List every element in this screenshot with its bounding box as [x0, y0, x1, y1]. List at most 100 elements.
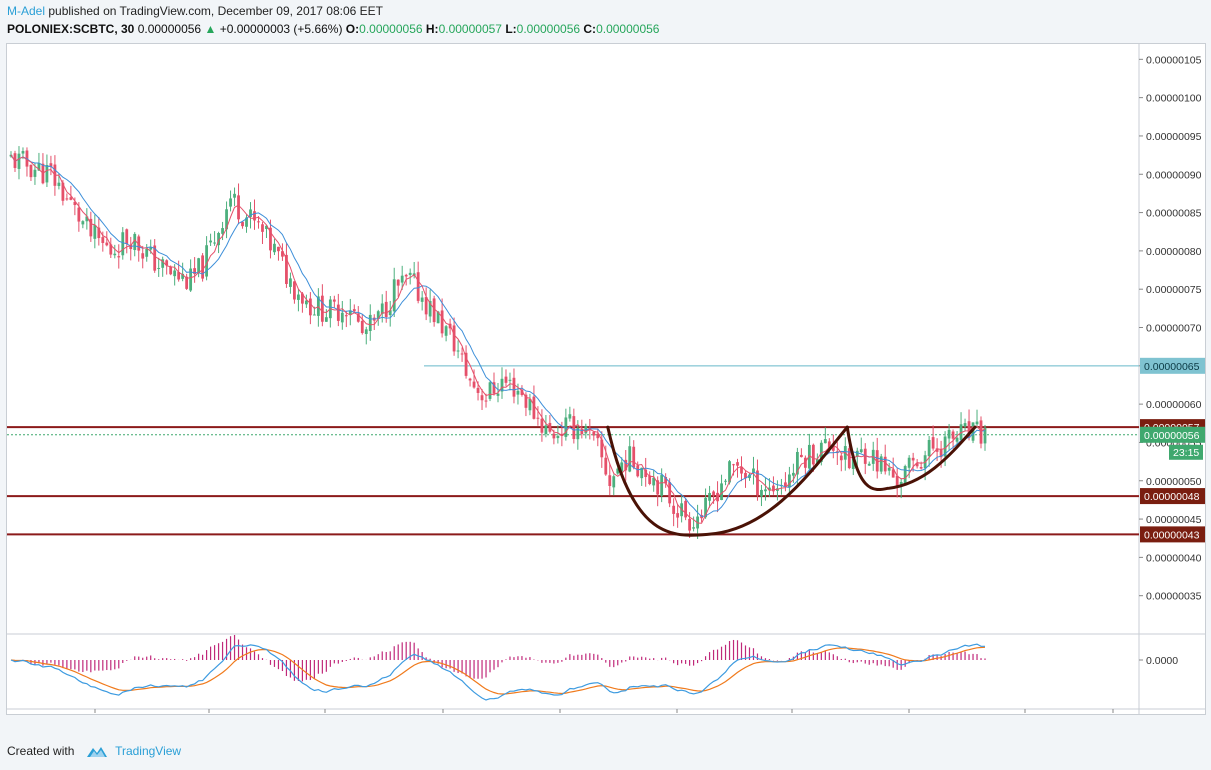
candle-body: [97, 227, 101, 239]
symbol-label: POLONIEX:SCBTC, 30: [7, 22, 135, 36]
candle-body: [308, 298, 312, 316]
chart-area[interactable]: 0.00000035 0.00000040 0.00000045 0.00000050…: [6, 43, 1206, 715]
price-chart[interactable]: 0.00000035 0.00000040 0.00000045 0.00000050…: [7, 44, 1205, 714]
candle-body: [189, 268, 193, 291]
candle-body: [664, 476, 668, 484]
candle-body: [827, 441, 831, 449]
candle-body: [612, 476, 616, 488]
tradingview-brand[interactable]: TradingView: [115, 744, 182, 758]
candle-body: [811, 444, 815, 465]
candle-body: [784, 482, 787, 487]
candle-body: [233, 193, 236, 198]
candle-body: [799, 454, 803, 458]
candle-body: [484, 400, 488, 402]
candle-body: [660, 475, 664, 496]
candle-body: [420, 297, 424, 302]
y-tick-label: 0.00000080: [1146, 246, 1202, 258]
candle-body: [177, 272, 181, 280]
candle-body: [324, 317, 328, 322]
author-link[interactable]: M-Adel: [7, 4, 46, 18]
candle-body: [791, 472, 795, 476]
candle-body: [500, 378, 504, 392]
candle-body: [304, 300, 308, 305]
candle-body: [911, 457, 915, 461]
candle-body: [17, 153, 21, 169]
candle-body: [983, 427, 987, 444]
candle-body: [684, 500, 688, 518]
candle-body: [724, 480, 727, 482]
candle-body: [756, 470, 759, 495]
low-label: L:: [505, 22, 517, 36]
candle-body: [161, 259, 165, 268]
current-price-label: 0.00000056: [1144, 430, 1200, 442]
candle-body: [428, 300, 432, 317]
candle-body: [384, 301, 388, 317]
candle-body: [157, 267, 161, 269]
candle-body: [620, 462, 624, 472]
candle-body: [847, 448, 851, 469]
candle-body: [596, 433, 600, 439]
candle-body: [181, 273, 185, 279]
candle-body: [368, 314, 372, 332]
candle-body: [851, 458, 855, 469]
candle-body: [528, 398, 532, 411]
candle-body: [712, 491, 715, 496]
candle-body: [265, 225, 268, 230]
candle-body: [648, 475, 652, 484]
candle-body: [33, 169, 37, 177]
candle-body: [927, 439, 931, 457]
candle-body: [636, 465, 640, 477]
candle-body: [432, 298, 436, 323]
candle-body: [947, 429, 951, 439]
y-tick-label: 0.00000040: [1146, 552, 1202, 564]
candle-body: [289, 278, 292, 287]
candle-body: [480, 395, 484, 401]
candle-body: [173, 270, 177, 277]
candle-body: [476, 387, 480, 393]
y-tick-label: 0.00000075: [1146, 284, 1202, 296]
candle-body: [456, 350, 460, 352]
candle-body: [404, 274, 408, 277]
candle-body: [109, 244, 113, 255]
level-tag-label: 0.00000048: [1144, 491, 1200, 503]
symbol-info: POLONIEX:SCBTC, 30 0.00000056 ▲ +0.00000…: [7, 22, 659, 36]
candle-body: [293, 281, 296, 300]
candle-body: [764, 489, 767, 492]
candle-body: [975, 421, 979, 425]
candle-body: [652, 477, 656, 486]
candle-body: [919, 466, 923, 469]
candle-body: [831, 446, 835, 451]
candle-body: [277, 246, 280, 252]
candle-body: [444, 326, 448, 336]
candle-body: [356, 313, 360, 322]
candle-body: [867, 463, 871, 466]
candle-body: [656, 480, 660, 495]
level-tag-0.00000043: [1140, 526, 1205, 543]
candle-body: [61, 182, 65, 201]
candle-body: [297, 294, 300, 300]
candle-body: [552, 433, 556, 439]
candle-body: [760, 489, 763, 497]
candle-body: [492, 382, 496, 394]
candle-body: [955, 437, 959, 442]
candle-body: [887, 467, 891, 471]
candle-body: [708, 492, 711, 501]
y-tick-label: 0.00000105: [1146, 54, 1202, 66]
open-value: 0.00000056: [359, 22, 423, 36]
candle-body: [544, 425, 548, 434]
candle-body: [536, 417, 540, 419]
candle-body: [600, 439, 604, 458]
candle-body: [576, 427, 580, 440]
candle-body: [963, 423, 967, 427]
candle-body: [823, 439, 827, 444]
countdown-tag: [1169, 444, 1203, 460]
candle-body: [285, 254, 288, 284]
candle-body: [141, 253, 145, 259]
level-tag-label: 0.00000043: [1144, 529, 1200, 541]
candle-body: [352, 309, 356, 312]
candle-body: [37, 163, 41, 171]
published-text: published on TradingView.com, December 0…: [48, 4, 384, 18]
y-tick-label: 0.00000090: [1146, 169, 1202, 181]
candle-body: [217, 233, 220, 246]
candle-body: [608, 475, 612, 486]
